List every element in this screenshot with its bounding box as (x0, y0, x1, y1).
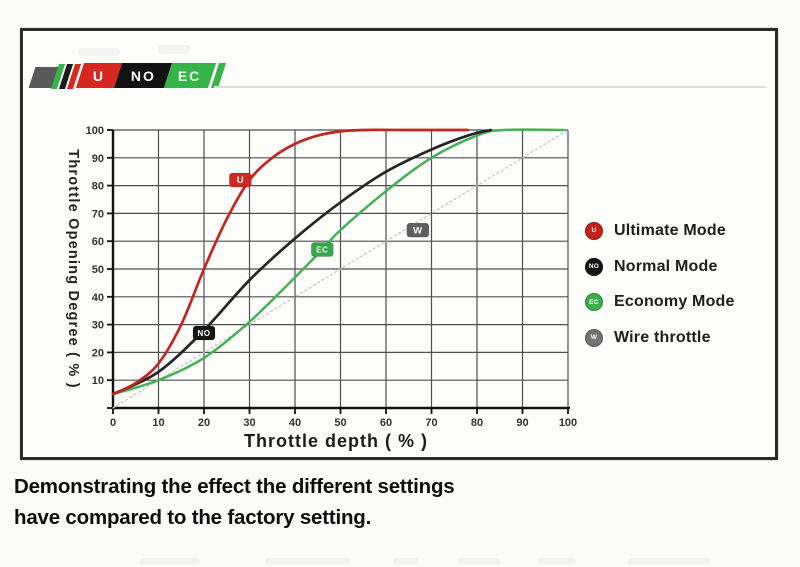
scan-artifact (78, 48, 120, 56)
logo-underline (214, 86, 766, 88)
legend-dot-economy: EC (585, 293, 603, 312)
legend-label-normal: Normal Mode (614, 257, 718, 275)
scan-artifact (628, 558, 710, 565)
logo-badge-normal-label: NO (130, 67, 156, 84)
scan-artifact (393, 558, 419, 565)
caption-line-2: have compared to the factory setting. (14, 506, 372, 529)
scan-artifact (158, 45, 190, 54)
logo-badge-normal: NO (113, 63, 173, 88)
scan-artifact (140, 558, 200, 565)
legend-item-normal: NO Normal Mode (585, 249, 770, 285)
legend-dot-ultimate: U (585, 221, 603, 240)
legend-item-wire: W Wire throttle (585, 320, 770, 356)
logo-badge-economy-label: EC (178, 67, 202, 84)
legend-label-ultimate: Ultimate Mode (614, 221, 726, 239)
logo-badge-economy: EC (163, 63, 217, 88)
legend-item-economy: EC Economy Mode (585, 284, 770, 320)
scan-artifact (458, 558, 500, 565)
legend-dot-wire: W (585, 328, 603, 347)
scan-artifact (538, 558, 576, 565)
figure-caption: Demonstrating the effect the different s… (14, 471, 455, 533)
logo-badge-ultimate-label: U (92, 67, 106, 84)
chart-legend: U Ultimate Mode NO Normal Mode EC Econom… (585, 213, 770, 356)
legend-label-economy: Economy Mode (614, 293, 735, 311)
legend-item-ultimate: U Ultimate Mode (585, 213, 770, 249)
scan-artifact (265, 558, 350, 565)
caption-line-1: Demonstrating the effect the different s… (14, 475, 455, 498)
legend-dot-normal: NO (585, 257, 603, 276)
legend-label-wire: Wire throttle (614, 328, 711, 346)
